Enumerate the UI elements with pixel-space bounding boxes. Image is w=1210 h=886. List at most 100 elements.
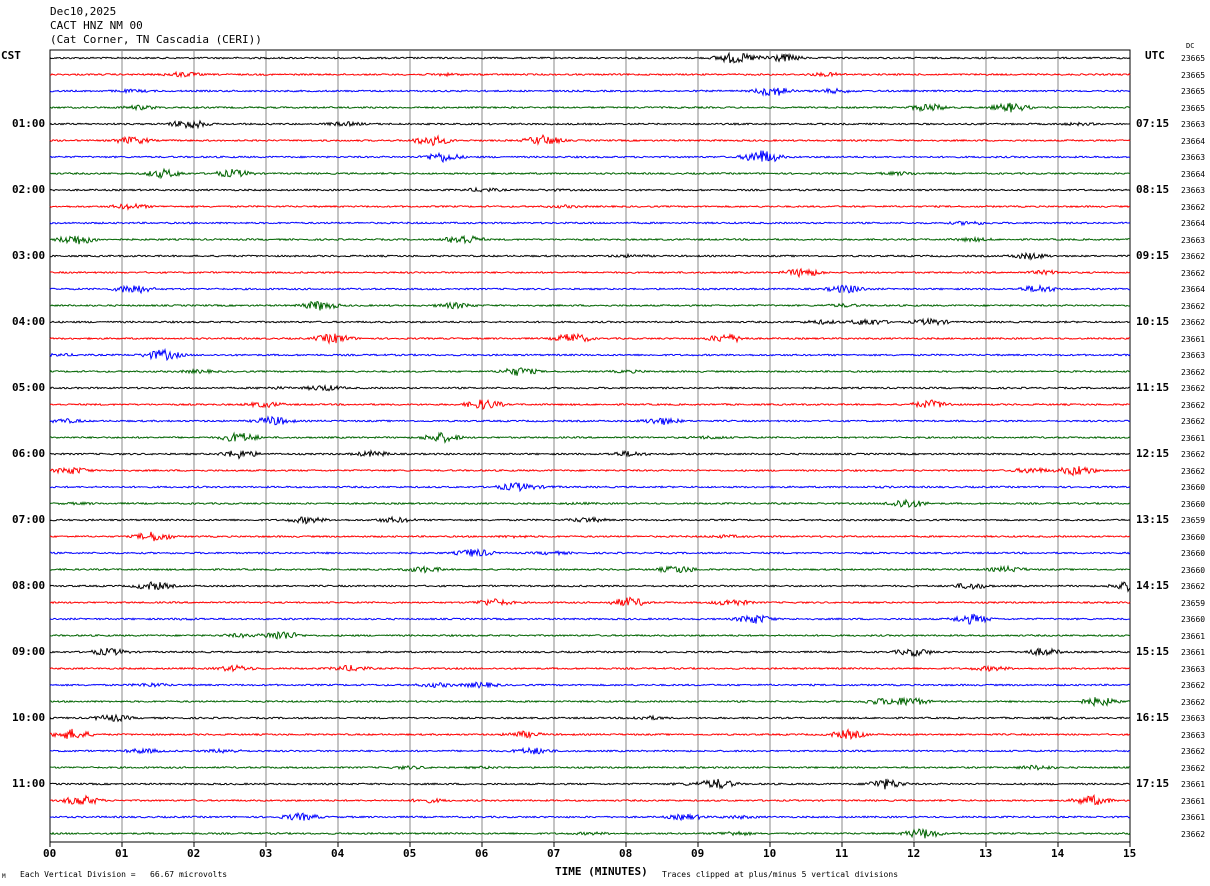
x-axis-label: TIME (MINUTES) [555,865,648,878]
dc-offset-label: 23660 [1181,565,1206,575]
trace-line [49,347,1131,362]
trace-line [49,827,1131,839]
dc-offset-label: 23662 [1181,252,1206,261]
dc-offset-label: 23663 [1181,730,1206,740]
dc-offset-label: 23661 [1181,631,1206,641]
trace-line [49,764,1131,771]
dc-offset-label: 23662 [1181,367,1206,377]
x-tick-label: 12 [907,847,921,860]
utc-hour-label: 10:15 [1136,315,1170,328]
utc-hour-label: 15:15 [1136,645,1170,658]
trace-line [49,431,1131,444]
dc-offset-label: 23663 [1181,714,1206,723]
trace-line [49,498,1130,508]
dc-offset-label: 23664 [1181,136,1206,146]
dc-offset-label: 23665 [1181,103,1206,113]
trace-line [49,564,1131,574]
trace-line [49,696,1131,708]
trace-line [49,202,1131,211]
cst-hour-label: 04:00 [12,315,46,328]
x-tick-label: 13 [979,847,993,860]
trace-line [49,51,1131,64]
trace-line [49,234,1131,245]
plot-frame [49,49,1131,843]
cst-hour-label: 01:00 [12,117,46,130]
trace-line [49,793,1131,806]
dc-offset-label: 23662 [1181,400,1206,410]
trace-line [49,531,1131,542]
dc-offset-label: 23660 [1181,532,1206,542]
dc-offset-label: 23662 [1181,829,1206,839]
trace-line [49,383,1131,392]
utc-hour-label: 08:15 [1136,183,1170,196]
dc-offset-label: 23665 [1181,54,1206,63]
trace-line [49,713,1131,723]
cst-hour-label: 09:00 [12,645,46,658]
utc-hour-label: 14:15 [1136,579,1170,592]
trace-line [49,134,1131,147]
trace-line [49,449,1131,460]
trace-line [49,482,1131,493]
dc-offset-label: 23662 [1181,384,1206,393]
x-tick-label: 04 [331,847,345,860]
cst-hour-label: 06:00 [12,447,46,460]
dc-offset-label: 23661 [1181,796,1206,806]
trace-line [49,284,1130,295]
dc-offset-label: 23663 [1181,186,1206,195]
trace-line [49,746,1131,755]
dc-offset-label: 23662 [1181,202,1206,212]
dc-offset-label: 23664 [1181,219,1206,228]
utc-hour-label: 11:15 [1136,381,1170,394]
trace-line [49,466,1131,477]
dc-offset-label: 23662 [1181,697,1206,707]
dc-offset-label: 23659 [1181,598,1206,608]
trace-line [49,367,1131,376]
dc-offset-label: 23662 [1181,582,1206,591]
trace-line [49,811,1131,822]
left-timezone: CST [1,49,21,62]
cst-hour-label: 08:00 [12,579,46,592]
trace-line [49,70,1131,79]
cst-hour-label: 11:00 [12,777,46,790]
utc-hour-label: 16:15 [1136,711,1170,724]
scale-note: Each Vertical Division = 66.67 microvolt… [20,870,228,879]
dc-offset-label: 23661 [1181,780,1206,789]
trace-line [50,596,1131,607]
trace-line [49,613,1130,625]
x-tick-label: 11 [835,847,849,860]
dc-offset-label: 23662 [1181,417,1206,426]
x-tick-label: 08 [619,847,633,860]
trace-line [49,251,1131,261]
trace-line [50,300,1131,311]
dc-offset-label: 23662 [1181,301,1206,311]
dc-offset-label: 23663 [1181,664,1206,674]
trace-line [49,728,1131,741]
cst-hour-label: 05:00 [12,381,46,394]
dc-offset-label: 23662 [1181,763,1206,773]
dc-offset-label: 23662 [1181,318,1206,327]
utc-hour-label: 09:15 [1136,249,1170,262]
dc-offset-label: 23662 [1181,747,1206,756]
dc-offset-label: 23660 [1181,549,1206,558]
x-tick-label: 01 [115,847,129,860]
cst-hour-label: 02:00 [12,183,46,196]
trace-line [49,415,1131,426]
trace-line [49,220,1131,227]
trace-line [49,102,1130,113]
plot-date: Dec10,2025 [50,5,117,18]
trace-line [49,317,1131,327]
dc-offset-label: 23662 [1181,466,1206,476]
utc-hour-label: 12:15 [1136,447,1170,460]
dc-offset-label: 23663 [1181,351,1206,360]
dc-offset-label: 23660 [1181,499,1206,509]
dc-offset-label: 23664 [1181,169,1206,179]
dc-offset-label: 23664 [1181,285,1206,294]
trace-line [49,119,1131,130]
trace-line [49,778,1131,790]
dc-offset-label: 23660 [1181,615,1206,624]
x-tick-label: 05 [403,847,417,860]
station-id: CACT HNZ NM 00 [50,19,143,32]
trace-line [49,150,1131,164]
trace-line [49,332,1130,345]
